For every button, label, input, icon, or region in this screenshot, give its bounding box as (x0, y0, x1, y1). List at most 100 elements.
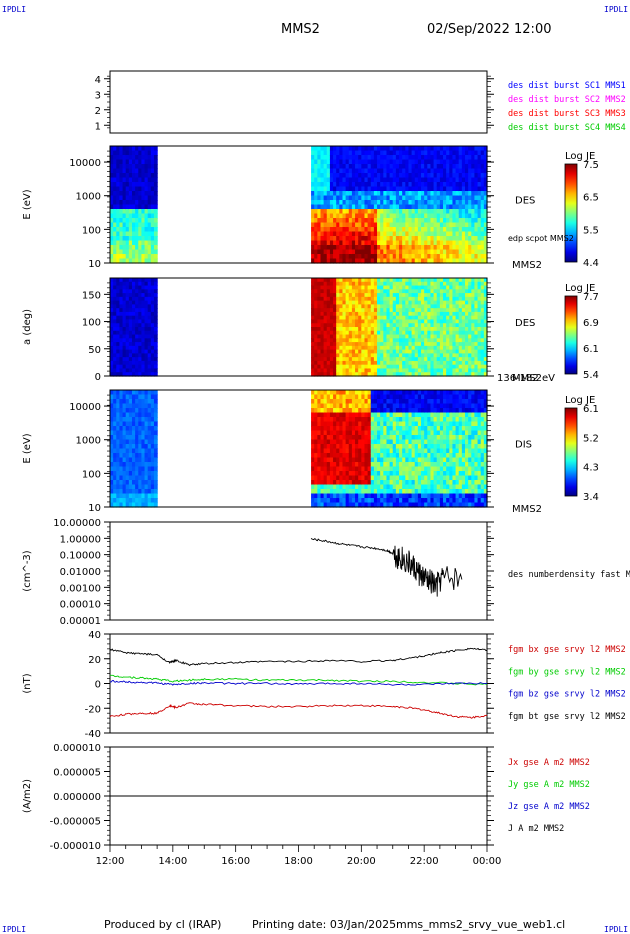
dis_energy-cell (355, 502, 359, 508)
des_pitch-cell (119, 311, 124, 317)
des_energy-cell (480, 159, 485, 165)
des_energy-cell (141, 218, 146, 224)
dis_energy-cell (355, 489, 359, 495)
des_energy-cell (367, 213, 372, 219)
des_pitch-cell (380, 368, 384, 373)
des_energy-cell (348, 236, 353, 242)
des_energy-cell (383, 155, 388, 161)
des_pitch-cell (317, 357, 322, 362)
des_pitch-cell (446, 372, 450, 377)
dis_energy-cell (147, 439, 152, 445)
dis_energy-cell (147, 394, 152, 400)
des_energy-cell (110, 150, 114, 156)
des_energy-cell (427, 177, 432, 183)
des_pitch-cell (113, 342, 117, 347)
des_pitch-cell (333, 353, 337, 358)
des_pitch-cell (427, 304, 432, 309)
dis_energy-cell (333, 457, 337, 463)
des_energy-cell (389, 245, 394, 251)
des_energy-cell (411, 173, 416, 179)
des_pitch-cell (351, 334, 356, 339)
des_pitch-cell (342, 334, 347, 339)
des_energy-cell (408, 258, 413, 264)
dis_energy-cell (380, 480, 384, 486)
dis_energy-cell (408, 394, 413, 400)
des_pitch-cell (465, 278, 469, 283)
des_energy-cell (405, 150, 410, 156)
dis_energy-cell (113, 453, 117, 459)
des_pitch-cell (119, 289, 124, 294)
des_pitch-cell (392, 311, 397, 317)
des_pitch-cell (408, 342, 413, 347)
des_pitch-cell (125, 311, 130, 317)
des_energy-cell (380, 168, 384, 174)
des_energy-cell (150, 231, 155, 237)
des_energy-cell (342, 200, 347, 206)
dis_energy-cell (141, 502, 146, 508)
des_pitch-cell (477, 327, 482, 332)
des_pitch-cell (326, 323, 331, 328)
dis_energy-cell (336, 444, 340, 450)
des_energy-cell (326, 222, 331, 228)
des_energy-cell (449, 195, 454, 201)
des_pitch-cell (150, 281, 155, 287)
des_energy-cell (135, 245, 139, 251)
des_pitch-cell (135, 304, 139, 309)
dis_energy-cell (336, 403, 340, 409)
des_pitch-cell (355, 278, 359, 283)
des_pitch-cell (131, 323, 136, 328)
des_pitch-cell (446, 345, 450, 351)
des_pitch-cell (436, 330, 441, 336)
des_energy-cell (461, 200, 466, 206)
dis_energy-cell (411, 462, 416, 468)
des_energy-cell (138, 227, 143, 233)
des_pitch-cell (128, 304, 133, 309)
des_pitch-cell (430, 293, 435, 298)
des_energy-cell (468, 240, 472, 246)
des_pitch-cell (430, 308, 435, 313)
des_pitch-cell (373, 311, 378, 317)
des_pitch-cell (355, 342, 359, 347)
des_pitch-cell (427, 319, 432, 324)
des_pitch-cell (122, 278, 127, 283)
des_pitch-cell (113, 300, 117, 305)
des_pitch-cell (345, 368, 350, 373)
des_energy-cell (119, 254, 124, 260)
des_pitch-cell (399, 330, 403, 336)
dis_energy-cell (408, 408, 413, 414)
des_energy-cell (122, 182, 127, 188)
des_pitch-cell (370, 319, 375, 324)
dis_energy-cell (408, 390, 413, 396)
des_pitch-cell (311, 293, 315, 298)
des_energy-cell (361, 173, 366, 179)
des_pitch-cell (421, 342, 425, 347)
des_pitch-cell (389, 323, 394, 328)
des_pitch-cell (339, 360, 344, 366)
des_pitch-cell (414, 311, 419, 317)
des_energy-cell (355, 204, 359, 210)
dis_energy-cell (317, 399, 322, 405)
des_pitch-cell (461, 304, 466, 309)
des_energy-cell (411, 186, 416, 192)
des_pitch-cell (402, 296, 406, 302)
des_pitch-cell (125, 330, 130, 336)
des_energy-cell (471, 200, 476, 206)
des_energy-cell (355, 182, 359, 188)
des_pitch-cell (342, 289, 347, 294)
des_pitch-cell (329, 327, 334, 332)
des_pitch-cell (141, 364, 146, 370)
des_energy-cell (138, 258, 143, 264)
des_pitch-cell (131, 330, 136, 336)
des_energy-cell (380, 186, 384, 192)
des_pitch-cell (468, 334, 472, 339)
dis_energy-cell (370, 448, 375, 454)
des_pitch-cell (439, 349, 444, 354)
des_energy-cell (430, 245, 435, 251)
des_pitch-cell (436, 311, 441, 317)
des_pitch-cell (402, 368, 406, 373)
des_pitch-cell (116, 308, 121, 313)
dis_energy-cell (399, 430, 403, 436)
dis_energy-cell (364, 439, 369, 445)
des_energy-cell (408, 150, 413, 156)
des_energy-cell (320, 177, 325, 183)
